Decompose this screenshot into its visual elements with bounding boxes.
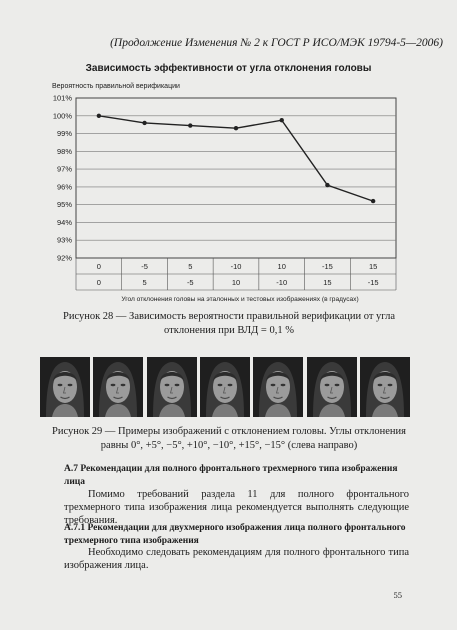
line-chart: 92% 93% 94% 95% 96% 97% 98% 99% 100% 101% 0 -5 5 -10 1… [53, 94, 397, 303]
face-photo-icon [306, 357, 357, 417]
paragraph-a71: Необходимо следовать рекомендациям для п… [64, 547, 409, 571]
chart-y-axis-label: Вероятность правильной верификации [52, 83, 180, 90]
page-header: (Продолжение Изменения № 2 к ГОСТ Р ИСО/… [110, 37, 443, 49]
x-tick-label: 5 [142, 278, 146, 287]
x-tick-label: 10 [232, 278, 240, 287]
y-tick-label: 101% [53, 94, 73, 103]
data-point [325, 182, 330, 188]
x-tick-label: -15 [322, 262, 333, 271]
y-tick-label: 98% [57, 147, 72, 156]
face-photo-icon [93, 357, 144, 417]
data-point [370, 198, 376, 204]
face-image [93, 357, 144, 417]
data-point [96, 113, 102, 118]
face-photo-icon [200, 357, 250, 417]
y-tick-label: 96% [57, 182, 72, 191]
x-tick-label: 15 [369, 262, 377, 271]
face-photo-icon [253, 357, 304, 417]
face-photo-icon [360, 357, 410, 417]
face-image [40, 357, 90, 417]
x-tick-label: 5 [188, 262, 192, 271]
chart-title: Зависимость эффективности от угла отклон… [85, 63, 372, 74]
y-tick-label: 92% [57, 254, 72, 263]
paragraph-a7: Помимо требований раздела 11 для полного… [64, 489, 409, 526]
figure-29-caption: Рисунок 29 — Примеры изображений с откло… [51, 426, 406, 451]
x-tick-label: -5 [141, 262, 148, 271]
face-image [146, 357, 197, 417]
section-a7-heading: А.7 Рекомендации для полного фронтальног… [64, 464, 398, 487]
x-tick-label: -10 [231, 262, 242, 271]
x-tick-label: -10 [276, 278, 287, 287]
x-tick-label: 15 [323, 278, 331, 287]
y-tick-label: 99% [57, 129, 72, 138]
data-point [279, 118, 284, 123]
data-point [233, 126, 239, 131]
x-tick-label: 10 [278, 262, 286, 271]
plot-frame [75, 97, 397, 259]
y-tick-label: 95% [57, 200, 72, 209]
y-tick-label: 93% [57, 236, 72, 245]
x-tick-label: 0 [97, 262, 101, 271]
face-image [360, 357, 410, 417]
face-photo-icon [40, 357, 90, 417]
y-tick-label: 97% [57, 165, 72, 174]
x-tick-label: 0 [97, 278, 101, 287]
data-point [188, 123, 193, 128]
x-axis-label: Угол отклонения головы на эталонных и те… [121, 295, 358, 303]
x-tick-label: -15 [368, 278, 379, 287]
figure-28-caption: Рисунок 28 — Зависимость вероятности пра… [62, 311, 395, 336]
face-image [253, 357, 304, 417]
face-images-strip [40, 357, 410, 417]
page-number: 55 [393, 590, 403, 600]
data-point [142, 120, 147, 126]
face-photo-icon [146, 357, 197, 417]
y-tick-label: 94% [57, 218, 72, 227]
section-a71-heading: А.7.1 Рекомендации для двухмерного изобр… [64, 523, 406, 546]
face-image [200, 357, 250, 417]
y-tick-label: 100% [53, 111, 73, 120]
x-tick-label: -5 [187, 278, 194, 287]
face-image [306, 357, 357, 417]
